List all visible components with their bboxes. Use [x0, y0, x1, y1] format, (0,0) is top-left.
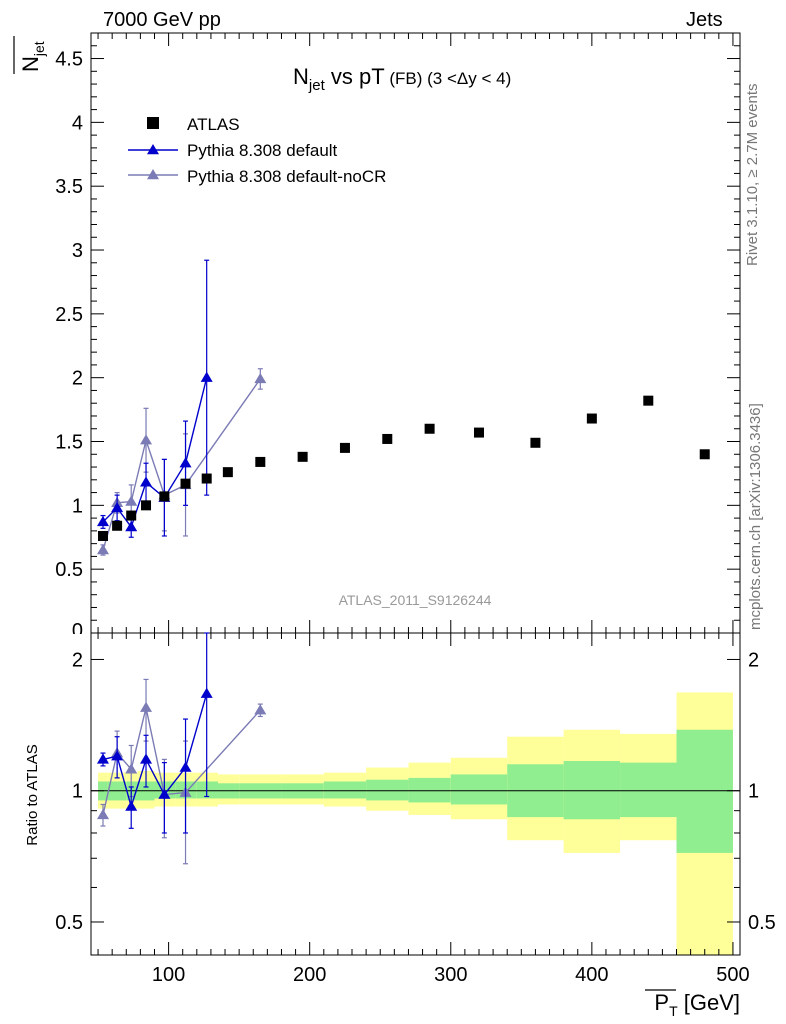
ratio-band-inner	[620, 762, 677, 818]
main-y-tick-label: 0	[72, 620, 83, 642]
main-marker-default	[96, 515, 109, 527]
main-y-tick-label: 3.5	[55, 176, 83, 198]
ratio-band-inner	[676, 729, 733, 853]
ratio-marker-default	[125, 800, 138, 811]
x-tick-label: 500	[716, 964, 749, 986]
atlas-data-point	[112, 520, 123, 531]
main-y-tick-label: 2	[72, 368, 83, 390]
analysis-watermark: ATLAS_2011_S9126244	[339, 592, 492, 608]
rivet-label: Rivet 3.1.10, ≥ 2.7M events	[744, 83, 761, 267]
main-marker-default	[140, 476, 153, 487]
header-right: Jets	[686, 9, 723, 31]
legend-marker-default	[147, 144, 159, 155]
clip-mask	[40, 634, 90, 644]
main-y-tick-label: 2.5	[55, 304, 83, 326]
ratio-band-inner	[408, 777, 451, 803]
main-y-axis-label: Njet	[18, 41, 47, 72]
atlas-data-point	[201, 473, 212, 484]
ratio-marker-nocr	[125, 763, 138, 774]
atlas-data-point	[159, 491, 170, 502]
ratio-marker-nocr	[254, 704, 267, 715]
ratio-band-inner	[450, 774, 508, 805]
ratio-band-inner	[366, 779, 409, 801]
ratio-band-inner	[323, 781, 367, 799]
atlas-data-point	[473, 427, 484, 438]
ratio-y-tick-label-right: 0.5	[748, 912, 776, 934]
ratio-marker-default	[96, 753, 109, 764]
atlas-data-point	[141, 500, 152, 511]
ratio-y-axis-label: Ratio to ATLAS	[24, 744, 41, 845]
main-marker-default	[125, 521, 138, 532]
x-axis-label: PT [GeV]	[654, 990, 740, 1019]
x-tick-label: 300	[434, 964, 467, 986]
legend-marker-atlas	[147, 117, 159, 129]
atlas-data-point	[222, 467, 233, 478]
ratio-y-tick-label: 1	[72, 781, 83, 803]
mcplots-label: mcplots.cern.ch [arXiv:1306.3436]	[747, 403, 764, 630]
main-marker-nocr	[96, 544, 109, 555]
ratio-marker-default	[140, 753, 153, 764]
ratio-y-tick-label-right: 2	[748, 649, 759, 671]
x-tick-label: 400	[575, 964, 608, 986]
atlas-data-point	[97, 530, 108, 541]
atlas-data-point	[530, 437, 541, 448]
atlas-data-point	[255, 456, 266, 467]
legend-label-nocr: Pythia 8.308 default-noCR	[187, 167, 386, 186]
ratio-y-tick-label: 0.5	[55, 912, 83, 934]
ratio-y-tick-label-right: 1	[748, 781, 759, 803]
atlas-data-point	[126, 510, 137, 521]
legend-label-atlas: ATLAS	[187, 115, 240, 134]
ratio-plot-frame	[90, 632, 741, 956]
main-y-tick-label: 0.5	[55, 559, 83, 581]
ratio-y-tick-label: 2	[72, 649, 83, 671]
ratio-marker-nocr	[96, 808, 109, 820]
legend-label-default: Pythia 8.308 default	[187, 141, 338, 160]
ratio-band-inner	[563, 760, 621, 820]
header-left: 7000 GeV pp	[103, 9, 221, 31]
ratio-band-inner	[196, 781, 218, 799]
atlas-data-point	[180, 478, 191, 489]
main-y-tick-label: 1.5	[55, 432, 83, 454]
main-marker-default	[111, 501, 124, 513]
x-tick-label: 100	[152, 964, 185, 986]
main-y-tick-label: 1	[72, 495, 83, 517]
ratio-marker-default	[111, 750, 124, 761]
ratio-marker-nocr	[140, 701, 153, 712]
chart-title: Njet vs pT (FB) (3 <Δy < 4)	[293, 64, 511, 94]
ratio-marker-default	[200, 687, 213, 698]
main-marker-default	[200, 371, 213, 382]
main-marker-default	[179, 457, 192, 468]
atlas-data-point	[424, 423, 435, 434]
atlas-data-point	[382, 433, 393, 444]
main-y-tick-label: 4.5	[55, 49, 83, 71]
atlas-data-point	[699, 449, 710, 460]
atlas-data-point	[339, 442, 350, 453]
atlas-data-point	[586, 413, 597, 424]
ratio-marker-default	[179, 761, 192, 772]
main-marker-nocr	[140, 434, 153, 445]
x-tick-label: 200	[293, 964, 326, 986]
main-y-tick-label: 4	[72, 112, 83, 134]
main-marker-nocr	[125, 495, 138, 506]
main-marker-nocr	[254, 372, 267, 384]
legend-marker-nocr	[147, 169, 159, 180]
atlas-data-point	[297, 451, 308, 462]
ratio-marker-default	[158, 788, 171, 799]
main-y-tick-label: 3	[72, 240, 83, 262]
atlas-data-point	[643, 395, 654, 406]
